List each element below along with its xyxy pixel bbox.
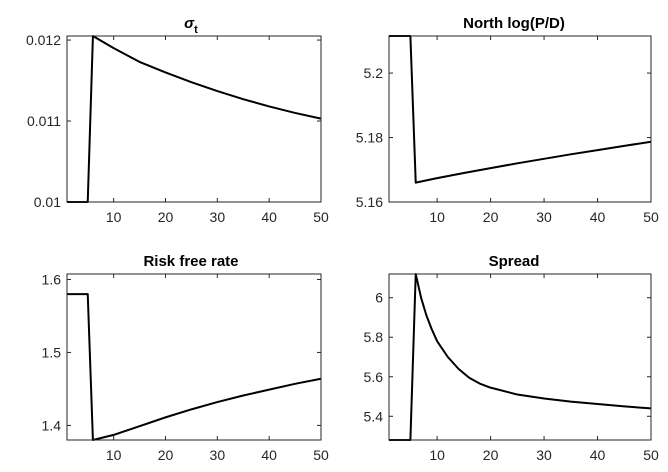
- panel-spread: Spread 10 20 30 40 50 5.4 5.6 5.8 6: [364, 253, 659, 463]
- plot-frame: [66, 35, 322, 203]
- x-tick-label: 30: [536, 209, 552, 225]
- series-line: [389, 35, 652, 184]
- x-tick-label: 50: [313, 447, 329, 463]
- x-tick-label: 20: [158, 209, 174, 225]
- y-tick-label: 5.2: [364, 65, 384, 81]
- x-tick-label: 20: [158, 447, 174, 463]
- x-tick-label: 50: [643, 447, 659, 463]
- series-line: [67, 35, 322, 203]
- panel-title-main: σ: [184, 15, 195, 32]
- x-tick-label: 10: [106, 209, 122, 225]
- y-tick-label: 5.6: [364, 369, 384, 385]
- panel-title: North log(P/D): [463, 15, 565, 32]
- x-tick-label: 50: [643, 209, 659, 225]
- y-tick-label: 0.01: [34, 194, 61, 210]
- series-lines: [67, 293, 322, 441]
- x-tick-label: 30: [210, 447, 226, 463]
- x-tick-label: 30: [210, 209, 226, 225]
- y-tick-label: 5.18: [356, 130, 383, 146]
- y-axis-ticks: 0.01 0.011 0.012: [26, 32, 321, 210]
- y-tick-label: 6: [375, 290, 383, 306]
- x-tick-label: 20: [483, 209, 499, 225]
- x-tick-label: 10: [429, 209, 445, 225]
- y-axis-ticks: 1.4 1.5 1.6: [42, 271, 321, 433]
- x-axis-ticks: 10 20 30 40 50: [429, 36, 659, 225]
- series-lines: [389, 273, 652, 441]
- x-tick-label: 40: [261, 209, 277, 225]
- y-tick-label: 0.012: [26, 32, 61, 48]
- plot-frame: [388, 35, 652, 203]
- series-line: [389, 273, 652, 441]
- panel-title: Risk free rate: [143, 253, 238, 270]
- y-tick-label: 0.011: [27, 113, 61, 129]
- series-line: [67, 293, 322, 441]
- x-tick-label: 50: [313, 209, 329, 225]
- panel-sigma: σt 10 20 30 40 50 0.01 0.011 0.012: [26, 15, 329, 225]
- series-lines: [389, 35, 652, 184]
- y-tick-label: 1.6: [42, 271, 62, 287]
- x-tick-label: 30: [536, 447, 552, 463]
- panel-title: Spread: [489, 253, 540, 270]
- y-tick-label: 5.8: [364, 329, 384, 345]
- x-tick-label: 10: [429, 447, 445, 463]
- x-axis-ticks: 10 20 30 40 50: [106, 36, 329, 225]
- x-tick-label: 10: [106, 447, 122, 463]
- plot-frame: [66, 273, 322, 441]
- y-axis-ticks: 5.4 5.6 5.8 6: [364, 290, 651, 424]
- panel-north-log-pd: North log(P/D) 10 20 30 40 50 5.16 5.18 5.2: [356, 15, 659, 225]
- x-tick-label: 40: [590, 447, 606, 463]
- x-axis-ticks: 10 20 30 40 50: [106, 274, 329, 463]
- panel-title: σt: [184, 15, 198, 36]
- y-axis-ticks: 5.16 5.18 5.2: [356, 65, 651, 210]
- y-tick-label: 5.16: [356, 194, 383, 210]
- x-tick-label: 20: [483, 447, 499, 463]
- y-tick-label: 1.4: [42, 417, 62, 433]
- panel-title-subscript: t: [194, 24, 198, 36]
- series-lines: [67, 35, 322, 203]
- panel-risk-free-rate: Risk free rate 10 20 30 40 50 1.4 1.5 1.6: [42, 253, 329, 463]
- y-tick-label: 5.4: [364, 408, 384, 424]
- plot-frame: [388, 273, 652, 441]
- y-tick-label: 1.5: [42, 344, 62, 360]
- x-tick-label: 40: [261, 447, 277, 463]
- x-tick-label: 40: [590, 209, 606, 225]
